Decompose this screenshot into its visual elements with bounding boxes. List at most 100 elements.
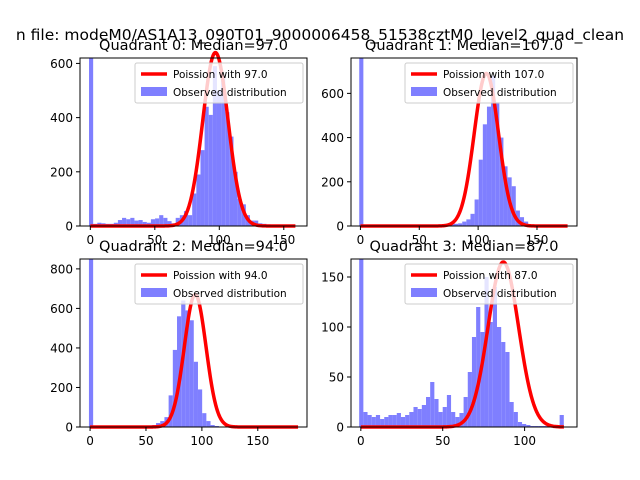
- histogram-bar: [359, 259, 364, 427]
- x-tick-label: 50: [138, 434, 153, 448]
- subplot-title: Quadrant 3: Median=87.0: [370, 239, 559, 255]
- histogram-bar: [396, 413, 401, 427]
- legend: Poission with 97.0 Observed distribution: [134, 62, 304, 104]
- histogram-bar: [172, 349, 178, 427]
- histogram-bar: [478, 159, 483, 226]
- histogram-bar: [196, 174, 201, 226]
- histogram-bar: [519, 217, 525, 226]
- histogram-bar: [426, 397, 431, 427]
- histogram-bar: [488, 322, 493, 427]
- y-tick-label: 800: [50, 262, 73, 276]
- figure-suptitle: n file: modeM0/AS1A13_090T01_9000006458_…: [16, 26, 624, 45]
- subplot-title: Quadrant 0: Median=97.0: [99, 38, 288, 54]
- histogram-bar: [466, 219, 471, 226]
- x-tick-label: 50: [147, 233, 162, 247]
- histogram-bar: [225, 112, 230, 226]
- x-tick-label: 0: [357, 233, 365, 247]
- x-tick-label: 100: [513, 434, 536, 448]
- histogram-bar: [496, 327, 502, 427]
- y-tick-label: 400: [50, 111, 73, 125]
- histogram-bar: [163, 217, 168, 226]
- histogram-bar: [208, 114, 213, 226]
- subplot-quadrant-3: 0 50 100 0 50 100 150 Quadrant 3: Median=87.0 Po…: [321, 239, 578, 448]
- histogram-bar: [392, 415, 397, 427]
- histogram-bar: [233, 171, 238, 226]
- legend-box: [404, 263, 574, 305]
- y-tick-label: 400: [321, 131, 344, 145]
- subplot-grid: 0 50 100 150 0 200 400 600 Quadrant 0: Median=97…: [50, 38, 578, 448]
- x-tick-label: 100: [467, 233, 490, 247]
- x-tick-label: 150: [272, 233, 295, 247]
- histogram-bar: [405, 415, 410, 427]
- histogram-bar: [388, 415, 393, 427]
- histogram-bar: [559, 415, 564, 427]
- legend-hist-label: Observed distribution: [173, 288, 287, 300]
- y-tick-label: 50: [329, 371, 344, 385]
- legend-fit-label: Poission with 107.0: [443, 69, 544, 81]
- histogram-bar: [470, 213, 475, 226]
- histogram-bar: [462, 221, 467, 226]
- y-tick-label: 600: [321, 87, 344, 101]
- histogram-bar: [183, 211, 189, 226]
- histogram-bar: [167, 221, 172, 226]
- histogram-bar: [221, 76, 226, 226]
- legend-hist-swatch: [141, 87, 167, 96]
- histogram-bar: [375, 415, 381, 427]
- histogram-bar: [430, 382, 435, 427]
- histogram-bar: [476, 307, 481, 427]
- histogram-bar: [463, 397, 468, 427]
- histogram-bar: [400, 417, 406, 427]
- x-tick-label: 100: [208, 233, 231, 247]
- histogram-bar: [138, 220, 143, 226]
- y-tick-label: 0: [65, 220, 73, 234]
- histogram-bar: [88, 259, 94, 427]
- histogram-bar: [200, 150, 205, 226]
- histogram-bar: [517, 422, 523, 427]
- axes-frame: [79, 258, 308, 428]
- legend-fit-label: Poission with 94.0: [173, 270, 268, 282]
- histogram-bar: [417, 409, 422, 427]
- y-tick-label: 600: [50, 302, 73, 316]
- y-tick-label: 0: [336, 421, 344, 435]
- histogram-bar: [130, 217, 135, 226]
- subplot-quadrant-1: 0 50 100 150 0 200 400 600 Quadrant 1: Median=10…: [321, 38, 578, 247]
- histogram-bar: [202, 413, 207, 427]
- histogram-bar: [446, 395, 452, 427]
- histogram-bar: [442, 407, 447, 427]
- y-tick-label: 400: [50, 341, 73, 355]
- histogram-bar: [192, 193, 197, 226]
- subplot-quadrant-2: 0 50 100 150 0 200 400 600 800 Quadrant 2: Median…: [50, 239, 308, 448]
- histogram-bar: [216, 90, 222, 226]
- y-tick-label: 600: [50, 57, 73, 71]
- histogram-bar: [505, 352, 510, 427]
- histogram-bar: [492, 287, 497, 427]
- histogram-bar: [142, 221, 147, 226]
- histogram-bar: [455, 417, 460, 427]
- histogram-bar: [522, 424, 527, 427]
- histogram-bar: [185, 310, 190, 427]
- legend-hist-swatch: [411, 288, 437, 297]
- y-tick-label: 200: [321, 175, 344, 189]
- legend-hist-label: Observed distribution: [443, 288, 557, 300]
- histogram-bar: [421, 405, 427, 427]
- histogram-bar: [491, 75, 496, 227]
- x-tick-label: 50: [412, 233, 427, 247]
- histogram-bar: [513, 412, 518, 427]
- histogram-bar: [155, 218, 160, 226]
- histogram-bar: [188, 215, 193, 226]
- x-tick-label: 150: [246, 434, 269, 448]
- histogram-bar: [206, 421, 211, 427]
- histogram-bar: [134, 220, 139, 226]
- histogram-bar: [526, 425, 531, 427]
- y-tick-label: 200: [50, 381, 73, 395]
- histogram-bar: [434, 399, 439, 427]
- histogram-bar: [459, 413, 464, 427]
- legend: Poission with 107.0 Observed distribution: [404, 62, 574, 104]
- legend-hist-label: Observed distribution: [443, 87, 557, 99]
- histogram-bar: [367, 415, 372, 427]
- histogram-bar: [453, 223, 459, 226]
- x-tick-label: 0: [86, 434, 94, 448]
- y-tick-label: 0: [336, 220, 344, 234]
- axes-frame: [350, 258, 578, 428]
- x-tick-label: 50: [435, 434, 450, 448]
